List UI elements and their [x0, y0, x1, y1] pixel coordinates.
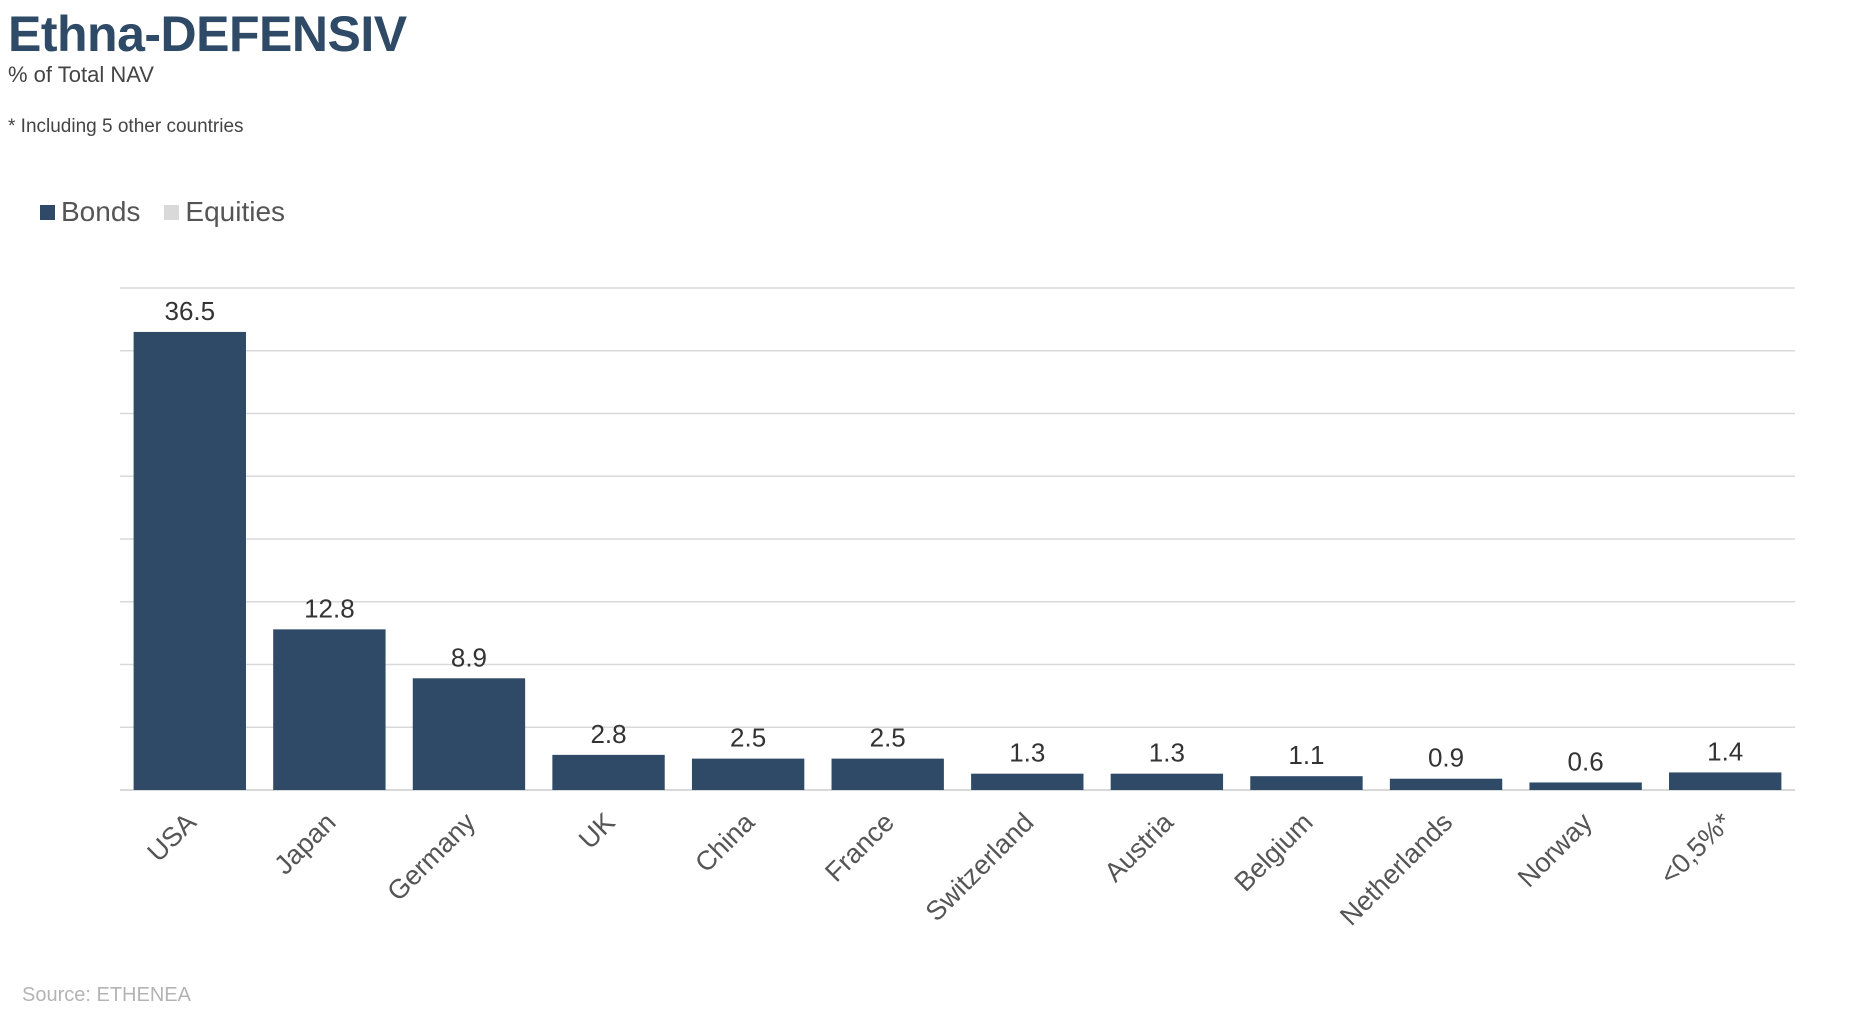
- data-labels: 36.5 12.8 8.9 2.8 2.5 2.5 1.3 1.3 1.1 0.9 0.6 1.4: [164, 296, 1743, 777]
- category-label: Switzerland: [920, 807, 1040, 927]
- data-label: 1.3: [1009, 738, 1045, 768]
- legend-item-bonds: Bonds: [40, 195, 140, 229]
- data-label: 1.3: [1149, 738, 1185, 768]
- bar-bonds-5: [831, 758, 944, 790]
- bar-bonds-6: [971, 773, 1084, 790]
- bar-bonds-10: [1529, 782, 1642, 790]
- data-label: 1.4: [1707, 736, 1743, 766]
- legend-swatch-equities: [164, 204, 180, 220]
- data-label: 8.9: [451, 642, 487, 672]
- data-label: 0.9: [1428, 743, 1464, 773]
- chart-subtitle: % of Total NAV: [8, 62, 154, 87]
- chart-footnote: * Including 5 other countries: [8, 116, 244, 137]
- category-label: Netherlands: [1334, 807, 1458, 931]
- category-label: Germany: [381, 807, 481, 907]
- category-label: France: [819, 807, 900, 888]
- data-label: 1.1: [1288, 740, 1324, 770]
- legend-label-equities: Equities: [185, 196, 286, 227]
- category-label: Norway: [1512, 807, 1598, 893]
- bar-bonds-4: [691, 758, 805, 790]
- chart-legend: Bonds Equities: [40, 195, 309, 229]
- bar-bonds-8: [1250, 776, 1363, 790]
- category-label: <0,5%*: [1654, 807, 1738, 891]
- category-labels: USA Japan Germany UK China France Switzerland A…: [142, 806, 1738, 931]
- bar-bonds-11: [1669, 772, 1782, 790]
- source-note: Source: ETHENEA: [22, 984, 191, 1006]
- data-label: 0.6: [1568, 746, 1604, 776]
- category-label: China: [689, 806, 761, 878]
- bar-bonds-7: [1110, 773, 1224, 790]
- gridlines: [120, 287, 1795, 791]
- bars: [133, 331, 1782, 790]
- legend-item-equities: Equities: [164, 195, 285, 229]
- category-label: USA: [142, 807, 202, 867]
- bar-bonds-2: [412, 678, 526, 790]
- bar-bonds-9: [1389, 778, 1503, 790]
- bar-bonds-1: [273, 629, 386, 790]
- category-label: Austria: [1098, 806, 1179, 887]
- data-label: 12.8: [304, 593, 355, 623]
- data-label: 2.8: [590, 719, 626, 749]
- legend-swatch-bonds: [40, 204, 55, 220]
- category-label: UK: [573, 807, 621, 855]
- category-label: Japan: [268, 807, 341, 880]
- data-label: 2.5: [730, 723, 766, 753]
- data-label: 2.5: [870, 723, 906, 753]
- legend-label-bonds: Bonds: [61, 196, 141, 227]
- data-label: 36.5: [164, 296, 215, 326]
- bar-bonds-3: [552, 754, 665, 790]
- category-label: Belgium: [1229, 807, 1319, 897]
- bar-bonds-0: [133, 331, 246, 790]
- chart-title: Ethna-DEFENSIV: [8, 6, 407, 62]
